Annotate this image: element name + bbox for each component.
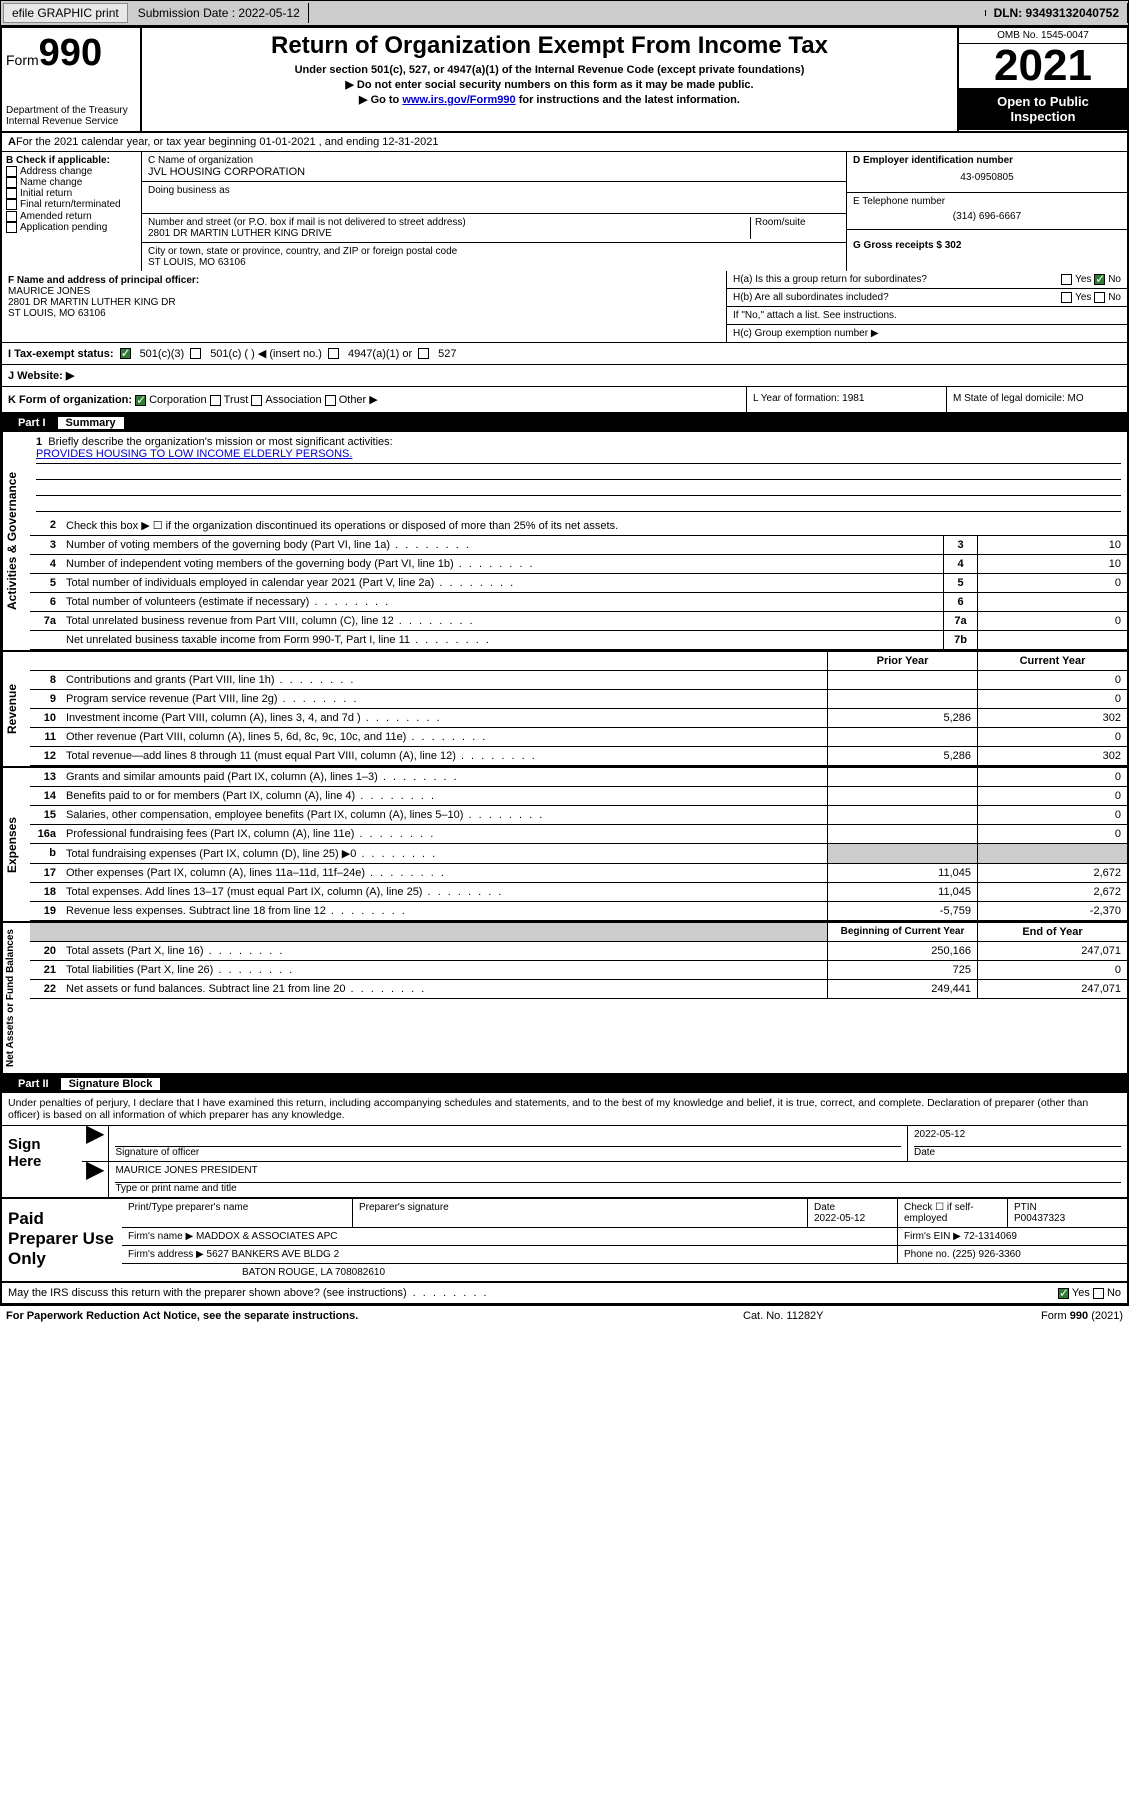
section-fh: F Name and address of principal officer:… bbox=[2, 271, 1127, 343]
header-right: OMB No. 1545-0047 2021 Open to Public In… bbox=[957, 28, 1127, 131]
ha-no[interactable] bbox=[1094, 274, 1105, 285]
chk-trust[interactable] bbox=[210, 395, 221, 406]
line-i: I Tax-exempt status: 501(c)(3) 501(c) ( … bbox=[2, 343, 1127, 365]
col-b-checkboxes: B Check if applicable: Address change Na… bbox=[2, 152, 142, 271]
discuss-row: May the IRS discuss this return with the… bbox=[2, 1283, 1127, 1304]
chk-address[interactable] bbox=[6, 166, 17, 177]
page-footer: For Paperwork Reduction Act Notice, see … bbox=[0, 1306, 1129, 1326]
line1-mission: 1 Briefly describe the organization's mi… bbox=[30, 432, 1127, 516]
toolbar-spacer bbox=[309, 10, 986, 16]
chk-pending[interactable] bbox=[6, 222, 17, 233]
signature-declaration: Under penalties of perjury, I declare th… bbox=[2, 1093, 1127, 1126]
part1-netassets: Net Assets or Fund Balances Beginning of… bbox=[2, 923, 1127, 1075]
header-title: Return of Organization Exempt From Incom… bbox=[142, 28, 957, 131]
part1-revenue: Revenue Prior YearCurrent Year 8Contribu… bbox=[2, 652, 1127, 768]
chk-name[interactable] bbox=[6, 177, 17, 188]
tab-revenue: Revenue bbox=[2, 652, 30, 766]
chk-4947[interactable] bbox=[328, 348, 339, 359]
part1-governance: Activities & Governance 1 Briefly descri… bbox=[2, 432, 1127, 652]
chk-initial[interactable] bbox=[6, 188, 17, 199]
form-header: Form990 Department of the Treasury Inter… bbox=[2, 28, 1127, 133]
block-bcd: B Check if applicable: Address change Na… bbox=[2, 152, 1127, 271]
efile-button[interactable]: efile GRAPHIC print bbox=[3, 3, 128, 23]
part1-expenses: Expenses 13Grants and similar amounts pa… bbox=[2, 768, 1127, 923]
block-f: F Name and address of principal officer:… bbox=[2, 271, 727, 342]
chk-other[interactable] bbox=[325, 395, 336, 406]
tab-netassets: Net Assets or Fund Balances bbox=[2, 923, 30, 1073]
part1-header: Part ISummary bbox=[2, 414, 1127, 432]
chk-527[interactable] bbox=[418, 348, 429, 359]
chk-501c3[interactable] bbox=[120, 348, 131, 359]
irs-link[interactable]: www.irs.gov/Form990 bbox=[402, 94, 515, 106]
discuss-no[interactable] bbox=[1093, 1288, 1104, 1299]
hb-yes[interactable] bbox=[1061, 292, 1072, 303]
col-d-ein: D Employer identification number43-09508… bbox=[847, 152, 1127, 271]
tab-expenses: Expenses bbox=[2, 768, 30, 921]
discuss-yes[interactable] bbox=[1058, 1288, 1069, 1299]
paid-preparer-block: Paid Preparer Use Only Print/Type prepar… bbox=[2, 1199, 1127, 1283]
col-c-org: C Name of organizationJVL HOUSING CORPOR… bbox=[142, 152, 847, 271]
line-a-taxyear: A For the 2021 calendar year, or tax yea… bbox=[2, 133, 1127, 152]
dln-label: DLN: 93493132040752 bbox=[986, 3, 1128, 23]
hb-no[interactable] bbox=[1094, 292, 1105, 303]
block-h: H(a) Is this a group return for subordin… bbox=[727, 271, 1127, 342]
sig-arrow-icon-2: ▶ bbox=[82, 1162, 108, 1197]
part2-header: Part IISignature Block bbox=[2, 1075, 1127, 1093]
chk-amended[interactable] bbox=[6, 211, 17, 222]
header-left: Form990 Department of the Treasury Inter… bbox=[2, 28, 142, 131]
chk-final[interactable] bbox=[6, 199, 17, 210]
submission-date: Submission Date : 2022-05-12 bbox=[130, 3, 309, 23]
line-j: J Website: ▶ bbox=[2, 365, 1127, 387]
top-toolbar: efile GRAPHIC print Submission Date : 20… bbox=[0, 0, 1129, 26]
tab-governance: Activities & Governance bbox=[2, 432, 30, 650]
sign-here-block: Sign Here ▶ Signature of officer 2022-05… bbox=[2, 1126, 1127, 1199]
chk-501c[interactable] bbox=[190, 348, 201, 359]
ha-yes[interactable] bbox=[1061, 274, 1072, 285]
chk-assoc[interactable] bbox=[251, 395, 262, 406]
form-container: Form990 Department of the Treasury Inter… bbox=[0, 26, 1129, 1306]
chk-corp[interactable] bbox=[135, 395, 146, 406]
line-klm: K Form of organization: Corporation Trus… bbox=[2, 387, 1127, 414]
